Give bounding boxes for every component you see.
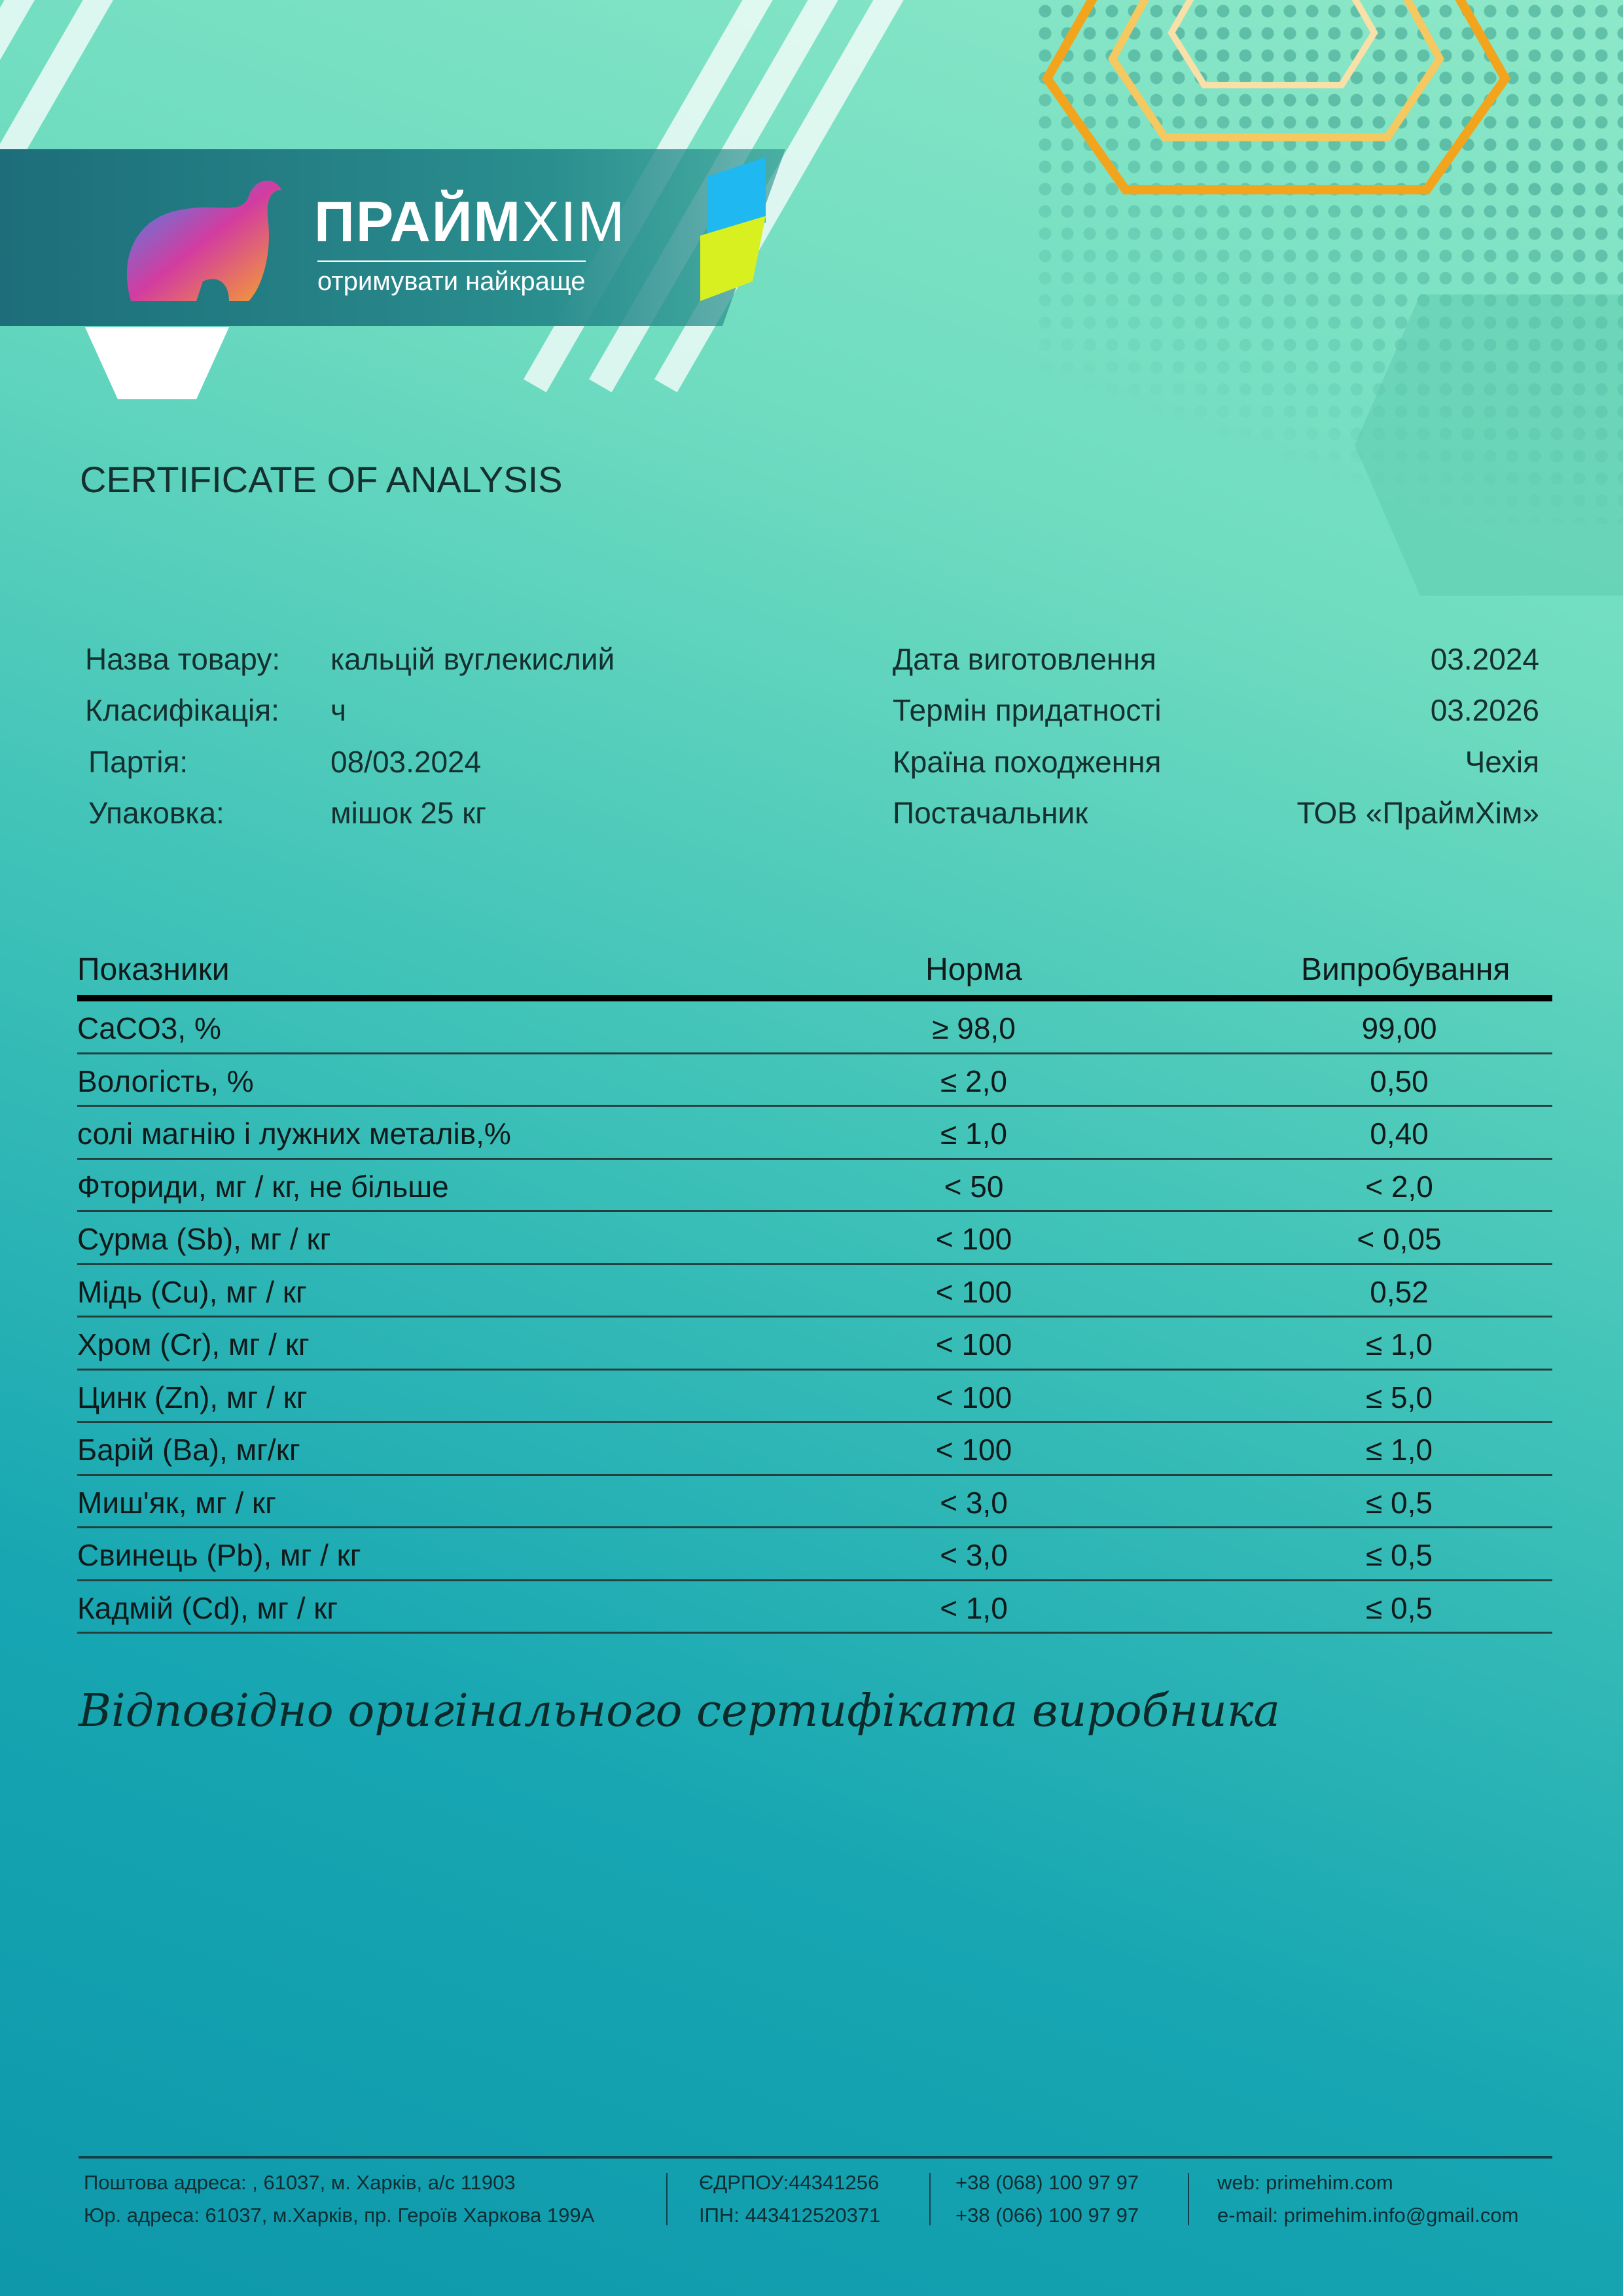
footer-postal-address: Поштова адреса: , 61037, м. Харків, а/с … bbox=[84, 2171, 516, 2194]
table-row: Барій (Ba), мг/кг < 100 ≤ 1,0 bbox=[77, 1423, 1552, 1476]
info-label-packaging: Упаковка: bbox=[88, 796, 224, 830]
footer-separator bbox=[929, 2173, 931, 2225]
row-parameter: Фториди, мг / кг, не більше bbox=[77, 1169, 449, 1204]
row-norm: < 3,0 bbox=[940, 1538, 1008, 1572]
header-norm: Норма bbox=[925, 952, 1022, 987]
info-value-origin: Чехія bbox=[1465, 745, 1539, 779]
table-row: Сурма (Sb), мг / кг < 100 < 0,05 bbox=[77, 1212, 1552, 1265]
document-title: CERTIFICATE OF ANALYSIS bbox=[80, 459, 563, 500]
row-parameter: Вологість, % bbox=[77, 1064, 254, 1098]
row-result: 99,00 bbox=[1361, 1011, 1437, 1045]
table-row: Вологість, % ≤ 2,0 0,50 bbox=[77, 1054, 1552, 1107]
signature-note: Відповідно оригінального сертифіката вир… bbox=[79, 1685, 1280, 1737]
brand-name-bold: ПРАЙМ bbox=[314, 190, 522, 253]
table-row: Свинець (Pb), мг / кг < 3,0 ≤ 0,5 bbox=[77, 1528, 1552, 1581]
row-result: ≤ 5,0 bbox=[1366, 1380, 1433, 1414]
row-norm: < 100 bbox=[935, 1222, 1012, 1256]
row-norm: < 100 bbox=[935, 1433, 1012, 1467]
analysis-table: Показники Норма Випробування CaCO3, % ≥ 9… bbox=[77, 942, 1552, 1634]
footer-ipn: ІПН: 443412520371 bbox=[699, 2204, 881, 2227]
info-label-manufacture-date: Дата виготовлення bbox=[893, 642, 1156, 676]
row-parameter: Сурма (Sb), мг / кг bbox=[77, 1222, 331, 1256]
table-row: Цинк (Zn), мг / кг < 100 ≤ 5,0 bbox=[77, 1371, 1552, 1423]
row-norm: < 100 bbox=[935, 1380, 1012, 1414]
info-value-expiry: 03.2026 bbox=[1430, 693, 1539, 727]
row-norm: ≤ 1,0 bbox=[940, 1117, 1007, 1151]
table-row: солі магнію і лужних металів,% ≤ 1,0 0,40 bbox=[77, 1107, 1552, 1160]
info-label-expiry: Термін придатності bbox=[893, 693, 1162, 727]
info-value-classification: ч bbox=[330, 693, 346, 727]
row-parameter: Свинець (Pb), мг / кг bbox=[77, 1538, 361, 1572]
header-result: Випробування bbox=[1301, 952, 1510, 987]
header-parameter: Показники bbox=[77, 952, 230, 987]
footer-legal-address: Юр. адреса: 61037, м.Харків, пр. Героїв … bbox=[84, 2204, 595, 2227]
decorative-hexagons bbox=[1041, 0, 1511, 194]
decorative-hexagon bbox=[1355, 295, 1623, 596]
row-result: < 0,05 bbox=[1357, 1222, 1442, 1256]
row-result: 0,52 bbox=[1370, 1274, 1429, 1309]
row-norm: ≤ 2,0 bbox=[940, 1064, 1007, 1098]
info-value-packaging: мішок 25 кг bbox=[330, 796, 487, 830]
info-label-batch: Партія: bbox=[88, 745, 188, 779]
row-norm: < 100 bbox=[935, 1327, 1012, 1361]
footer-separator bbox=[666, 2173, 668, 2225]
row-result: < 2,0 bbox=[1365, 1169, 1433, 1204]
row-norm: ≥ 98,0 bbox=[932, 1011, 1016, 1045]
row-norm: < 50 bbox=[944, 1169, 1004, 1204]
table-row: Мідь (Cu), мг / кг < 100 0,52 bbox=[77, 1265, 1552, 1318]
elephant-logo-icon bbox=[126, 181, 281, 301]
row-norm: < 100 bbox=[935, 1274, 1012, 1309]
footer-divider bbox=[79, 2156, 1552, 2159]
decorative-hexagon bbox=[85, 327, 229, 399]
brand-slogan: отримувати найкраще bbox=[317, 260, 586, 296]
footer-phone-2[interactable]: +38 (066) 100 97 97 bbox=[955, 2204, 1139, 2227]
info-label-supplier: Постачальник bbox=[893, 796, 1088, 830]
header-divider bbox=[77, 995, 1552, 1001]
info-value-batch: 08/03.2024 bbox=[330, 745, 482, 779]
info-value-product: кальцій вуглекислий bbox=[330, 642, 615, 676]
row-result: ≤ 0,5 bbox=[1366, 1485, 1433, 1520]
row-result: ≤ 0,5 bbox=[1366, 1590, 1433, 1625]
row-result: ≤ 0,5 bbox=[1366, 1538, 1433, 1572]
info-label-product: Назва товару: bbox=[85, 642, 281, 676]
row-parameter: Барій (Ba), мг/кг bbox=[77, 1433, 300, 1467]
table-row: Фториди, мг / кг, не більше < 50 < 2,0 bbox=[77, 1160, 1552, 1212]
brand-name-light: ХІМ bbox=[522, 190, 626, 253]
row-parameter: Миш'як, мг / кг bbox=[77, 1485, 276, 1520]
row-result: ≤ 1,0 bbox=[1366, 1327, 1433, 1361]
row-norm: < 3,0 bbox=[940, 1485, 1008, 1520]
footer-email[interactable]: e-mail: primehim.info@gmail.com bbox=[1217, 2204, 1519, 2227]
row-parameter: CaCO3, % bbox=[77, 1011, 221, 1045]
table-row: Миш'як, мг / кг < 3,0 ≤ 0,5 bbox=[77, 1476, 1552, 1528]
row-parameter: солі магнію і лужних металів,% bbox=[77, 1117, 511, 1151]
info-value-manufacture-date: 03.2024 bbox=[1430, 642, 1539, 676]
row-norm: < 1,0 bbox=[940, 1590, 1008, 1625]
row-parameter: Мідь (Cu), мг / кг bbox=[77, 1274, 307, 1309]
footer-separator bbox=[1188, 2173, 1189, 2225]
footer-edrpou: ЄДРПОУ:44341256 bbox=[699, 2171, 880, 2194]
ukraine-flag-icon bbox=[700, 157, 766, 301]
row-result: ≤ 1,0 bbox=[1366, 1433, 1433, 1467]
info-label-classification: Класифікація: bbox=[85, 693, 279, 727]
table-row: CaCO3, % ≥ 98,0 99,00 bbox=[77, 1001, 1552, 1054]
table-header: Показники Норма Випробування bbox=[77, 942, 1552, 995]
row-parameter: Цинк (Zn), мг / кг bbox=[77, 1380, 308, 1414]
footer-web[interactable]: web: primehim.com bbox=[1217, 2171, 1393, 2194]
table-row: Хром (Cr), мг / кг < 100 ≤ 1,0 bbox=[77, 1318, 1552, 1371]
footer-phone-1[interactable]: +38 (068) 100 97 97 bbox=[955, 2171, 1139, 2194]
table-row: Кадмій (Cd), мг / кг < 1,0 ≤ 0,5 bbox=[77, 1581, 1552, 1634]
brand-name: ПРАЙМХІМ bbox=[314, 190, 626, 255]
row-result: 0,50 bbox=[1370, 1064, 1429, 1098]
info-value-supplier: ТОВ «ПраймХім» bbox=[1296, 796, 1539, 830]
info-label-origin: Країна походження bbox=[893, 745, 1162, 779]
row-result: 0,40 bbox=[1370, 1117, 1429, 1151]
row-parameter: Хром (Cr), мг / кг bbox=[77, 1327, 310, 1361]
row-parameter: Кадмій (Cd), мг / кг bbox=[77, 1590, 338, 1625]
